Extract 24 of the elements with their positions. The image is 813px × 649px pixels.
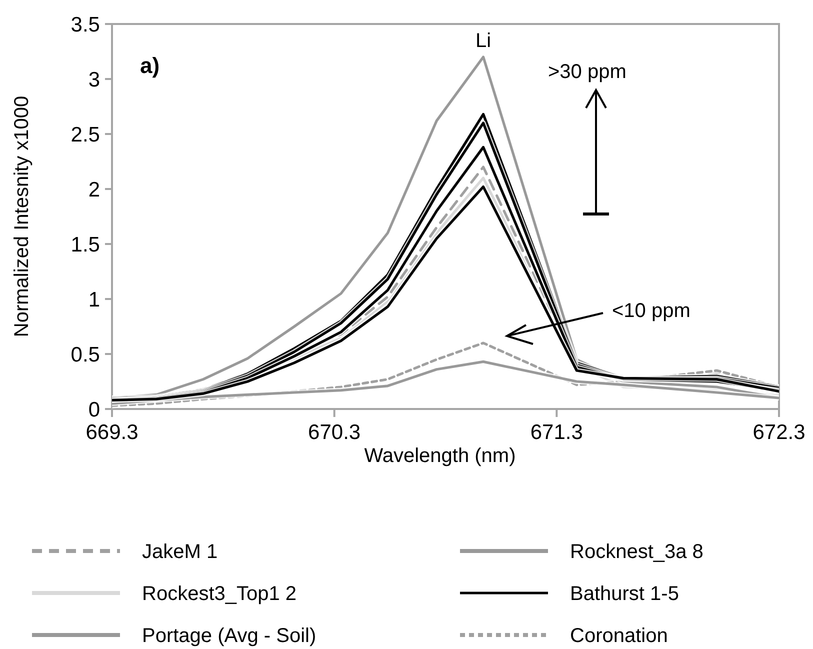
y-tick-label: 2 — [88, 178, 100, 202]
x-tick-label: 669.3 — [86, 421, 138, 444]
legend-label: Portage (Avg - Soil) — [142, 625, 316, 647]
annotation: >30 ppm — [548, 61, 626, 83]
annotation: a) — [140, 53, 160, 78]
legend-label: JakeM 1 — [142, 541, 218, 563]
legend-label: Coronation — [570, 625, 668, 647]
annotation: Li — [476, 30, 492, 52]
y-tick-label: 1.5 — [70, 233, 100, 256]
annotation: <10 ppm — [612, 300, 690, 322]
x-tick-label: 671.3 — [530, 421, 583, 444]
y-tick-label: 1 — [88, 288, 100, 312]
x-axis-title: Wavelength (nm) — [364, 445, 516, 467]
y-tick-label: 0.5 — [70, 343, 100, 366]
x-tick-label: 670.3 — [308, 421, 361, 444]
y-tick-label: 2.5 — [70, 123, 100, 146]
y-tick-label: 3.5 — [70, 13, 100, 36]
y-axis-title: Normalized Intesnity x1000 — [11, 96, 33, 338]
legend-label: Rocknest_3a 8 — [570, 541, 704, 563]
y-tick-label: 0 — [88, 398, 100, 422]
legend-label: Bathurst 1-5 — [570, 583, 679, 605]
legend-label: Rockest3_Top1 2 — [142, 583, 297, 605]
x-tick-label: 672.3 — [752, 421, 806, 444]
y-tick-label: 3 — [88, 68, 100, 92]
